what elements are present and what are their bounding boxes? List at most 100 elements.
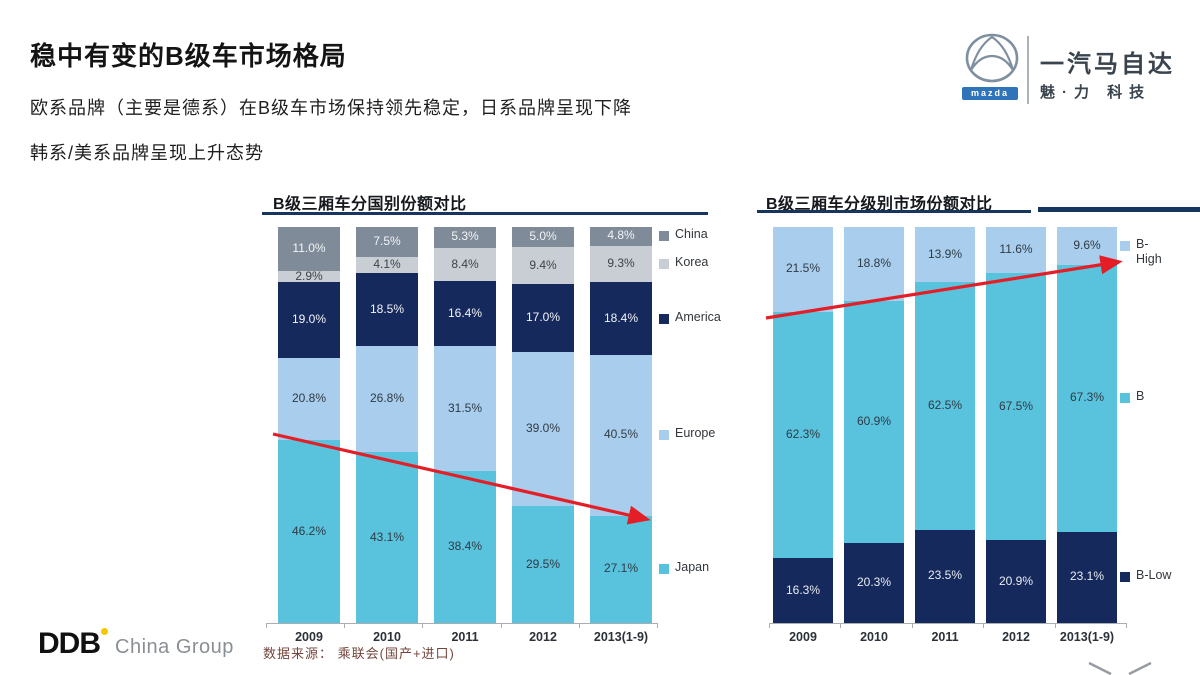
x-axis-line <box>769 623 1126 624</box>
value-label: 11.0% <box>292 241 326 256</box>
x-axis-line <box>266 623 657 624</box>
value-label: 62.3% <box>785 427 821 442</box>
bar-segment <box>590 226 652 246</box>
bar-segment <box>512 227 574 248</box>
value-label: 29.5% <box>525 556 561 571</box>
right-chart-title-underline <box>757 210 1031 213</box>
legend-swatch <box>1120 241 1130 251</box>
legend-label: America <box>675 309 721 324</box>
bar-segment <box>434 247 496 282</box>
ddb-logo-text: DDB <box>38 627 101 660</box>
legend-label: B-Low <box>1136 568 1172 583</box>
value-label: 62.5% <box>927 398 963 413</box>
value-label: 23.5% <box>927 568 963 583</box>
value-label: 39.0% <box>525 420 561 435</box>
value-label: 26.8% <box>369 391 405 406</box>
bar-segment <box>512 506 574 623</box>
value-label: 18.5% <box>369 301 405 316</box>
right-chart-title: B级三厢车分级别市场份额对比 <box>766 196 993 213</box>
legend-swatch <box>659 259 669 270</box>
bar-segment <box>590 515 652 623</box>
value-label: 16.3% <box>785 582 821 597</box>
axis-tick <box>500 623 502 628</box>
value-label: 20.9% <box>998 573 1034 588</box>
x-axis-label: 2013(1-9) <box>593 630 649 644</box>
value-label: 16.4% <box>447 305 483 320</box>
x-axis-label: 2013(1-9) <box>1059 630 1115 644</box>
legend-label: Japan <box>675 560 710 575</box>
bar-segment <box>590 245 652 283</box>
ddb-dot-icon <box>101 628 108 635</box>
bar-segment <box>773 558 833 623</box>
value-label: 9.4% <box>529 257 557 272</box>
axis-tick <box>769 623 770 628</box>
legend-label: Korea <box>675 255 709 270</box>
value-label: 4.1% <box>373 256 401 271</box>
value-label: 8.4% <box>451 256 479 271</box>
bar-segment <box>278 227 340 271</box>
bar-segment <box>915 282 975 530</box>
bar-segment <box>1057 531 1117 623</box>
bar-segment <box>278 357 340 441</box>
legend-label: B-High <box>1136 237 1162 266</box>
value-label: 60.9% <box>856 414 892 429</box>
bar-segment <box>915 529 975 623</box>
bar-segment <box>434 227 496 248</box>
left-chart-title: B级三厢车分国别份额对比 <box>273 196 467 213</box>
legend-label: China <box>675 227 708 242</box>
axis-tick <box>422 623 424 628</box>
value-label: 2.9% <box>295 268 323 283</box>
brand-company-name: 一汽马自达 <box>1040 51 1175 78</box>
ddb-logo-subtext: China Group <box>115 636 234 658</box>
value-label: 5.3% <box>451 229 479 244</box>
bar-segment <box>512 247 574 285</box>
x-axis-label: 2012 <box>529 630 557 644</box>
bar-segment <box>773 311 833 559</box>
value-label: 23.1% <box>1069 569 1105 584</box>
legend-swatch <box>1120 393 1130 404</box>
x-axis-label: 2011 <box>931 630 959 644</box>
value-label: 13.9% <box>927 246 963 261</box>
axis-tick <box>911 623 913 628</box>
bar-segment <box>356 256 418 273</box>
page-title: 稳中有变的B级车市场格局 <box>30 41 347 71</box>
axis-tick <box>578 623 580 628</box>
bar-segment <box>356 272 418 347</box>
subtitle-line-2: 韩系/美系品牌呈现上升态势 <box>30 143 264 163</box>
x-axis-label: 2010 <box>373 630 401 644</box>
value-label: 18.4% <box>603 310 639 325</box>
axis-tick <box>1126 623 1127 628</box>
value-label: 17.0% <box>525 310 561 325</box>
x-axis-label: 2012 <box>1002 630 1030 644</box>
bar-segment <box>278 282 340 358</box>
value-label: 31.5% <box>447 400 483 415</box>
bar-segment <box>590 282 652 356</box>
x-axis-label: 2011 <box>451 630 479 644</box>
ddb-logo: DDB China Group <box>38 627 234 661</box>
legend-label: Europe <box>675 426 716 441</box>
bar-segment <box>278 270 340 283</box>
axis-tick <box>266 623 267 628</box>
axis-tick <box>983 623 985 628</box>
legend-label: B <box>1136 389 1145 404</box>
value-label: 5.0% <box>529 229 557 244</box>
value-label: 20.3% <box>856 574 892 589</box>
legend-swatch <box>659 231 669 242</box>
axis-tick <box>657 623 658 628</box>
mazda-wordmark: mazda <box>962 87 1018 100</box>
value-label: 38.4% <box>447 538 483 553</box>
legend-swatch <box>659 430 669 441</box>
axis-tick <box>1054 623 1056 628</box>
x-axis-label: 2010 <box>860 630 888 644</box>
brand-tagline: 魅·力 科技 <box>1040 84 1152 101</box>
bar-segment <box>844 301 904 543</box>
bar-segment <box>986 540 1046 623</box>
value-label: 19.0% <box>291 312 327 327</box>
value-label: 20.8% <box>291 390 327 405</box>
x-axis-label: 2009 <box>789 630 817 644</box>
value-label: 4.8% <box>607 228 635 243</box>
axis-tick <box>344 623 346 628</box>
value-label: 43.1% <box>369 529 405 544</box>
legend-swatch <box>659 313 669 324</box>
